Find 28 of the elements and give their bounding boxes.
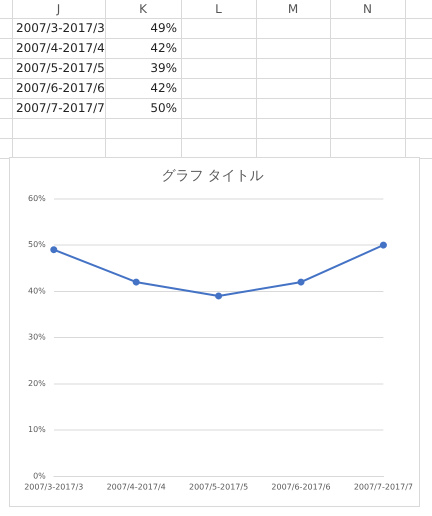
category-label: 2007/7-2017/7 [16,101,105,115]
text: 42% [149,41,177,55]
text: L [214,2,223,16]
category-label: 2007/5-2017/5 [16,61,105,75]
category-label: 2007/4-2017/4 [16,41,105,55]
category-label: 2007/3-2017/3 [16,21,105,35]
text: 49% [149,21,177,35]
text: 50% [149,101,177,115]
text: M [286,2,300,16]
x-tick-label: 2007/3-2017/3 [24,482,84,492]
y-tick-label: 0% [33,471,46,480]
x-tick-label: 2007/7-2017/7 [354,482,414,492]
y-tick-label: 40% [28,286,46,296]
text: N [362,2,373,16]
x-tick-label: 2007/6-2017/6 [271,482,331,492]
x-tick-label: 2007/5-2017/5 [189,482,248,492]
y-tick-label: 30% [28,332,46,342]
y-tick-label: 60% [28,194,46,203]
text: K [138,2,148,16]
y-tick-label: 50% [28,240,46,250]
text: 42% [149,81,177,95]
y-tick-label: 20% [28,378,46,388]
text: J [55,2,62,16]
chart-title: グラフ タイトル [161,168,264,184]
category-label: 2007/6-2017/6 [16,81,105,95]
x-tick-label: 2007/4-2017/4 [106,482,166,492]
text: 39% [149,61,177,75]
y-tick-label: 10% [28,425,46,434]
